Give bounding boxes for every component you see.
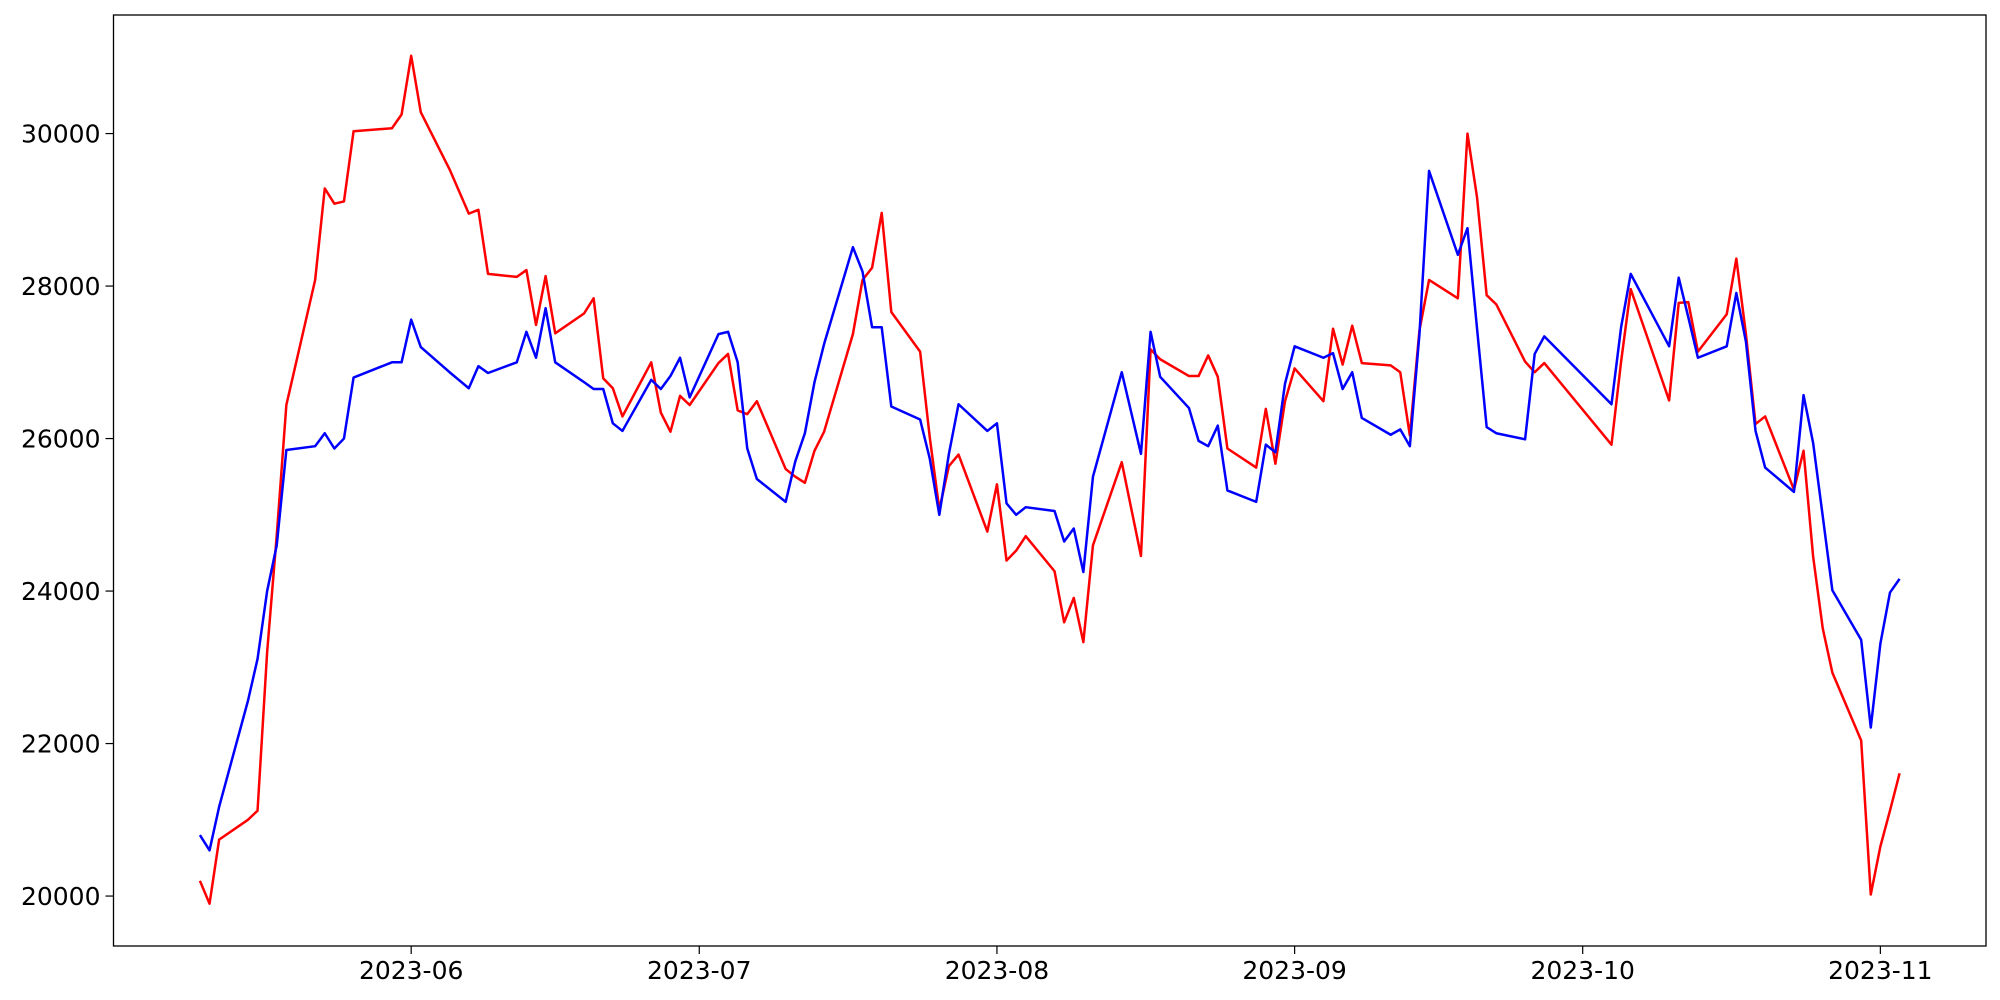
y-tick-label: 22000	[21, 730, 101, 759]
x-tick-label: 2023-10	[1530, 956, 1634, 985]
data-line	[198, 169, 1901, 852]
x-tick-label: 2023-06	[359, 956, 463, 985]
y-tick-label: 28000	[21, 272, 101, 301]
data-line	[198, 54, 1901, 905]
x-tick-label: 2023-07	[647, 956, 751, 985]
y-tick-label: 30000	[21, 120, 101, 149]
y-tick-label: 20000	[21, 882, 101, 911]
x-tick-label: 2023-09	[1242, 956, 1346, 985]
x-tick-label: 2023-08	[945, 956, 1049, 985]
y-tick-label: 26000	[21, 425, 101, 454]
y-tick-label: 24000	[21, 577, 101, 606]
plot-frame	[112, 14, 1987, 947]
x-tick-label: 2023-11	[1828, 956, 1932, 985]
